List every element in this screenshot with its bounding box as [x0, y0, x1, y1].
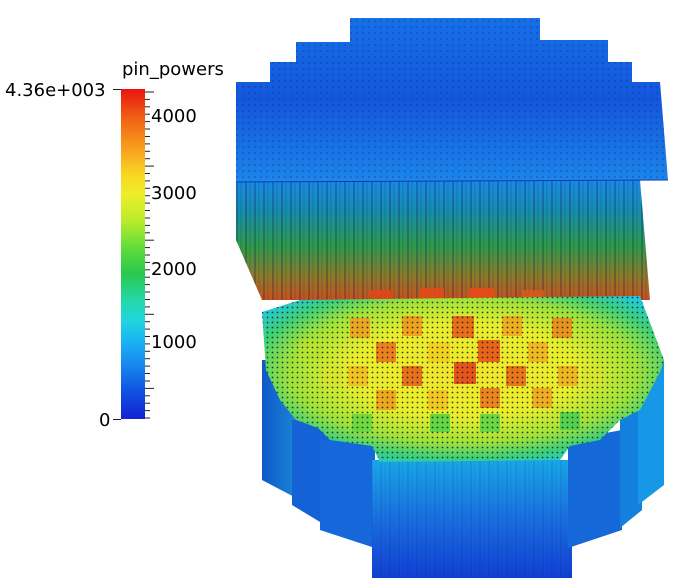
core-cut-plane — [262, 296, 664, 462]
colorbar-ticks — [113, 89, 154, 420]
legend-min-label: 0 — [99, 410, 111, 431]
upper-core-section — [235, 18, 669, 312]
lower-core-section — [262, 360, 664, 578]
legend-max-label: 4.36e+003 — [5, 80, 106, 101]
colorbar — [121, 89, 145, 419]
tick-label-3000: 3000 — [151, 183, 197, 204]
color-legend: pin_powers 4.36e+003 0 4000 3000 2000 10… — [0, 0, 240, 440]
tick-label-4000: 4000 — [151, 106, 197, 127]
tick-label-2000: 2000 — [151, 259, 197, 280]
legend-title: pin_powers — [122, 59, 224, 80]
tick-label-1000: 1000 — [151, 332, 197, 353]
